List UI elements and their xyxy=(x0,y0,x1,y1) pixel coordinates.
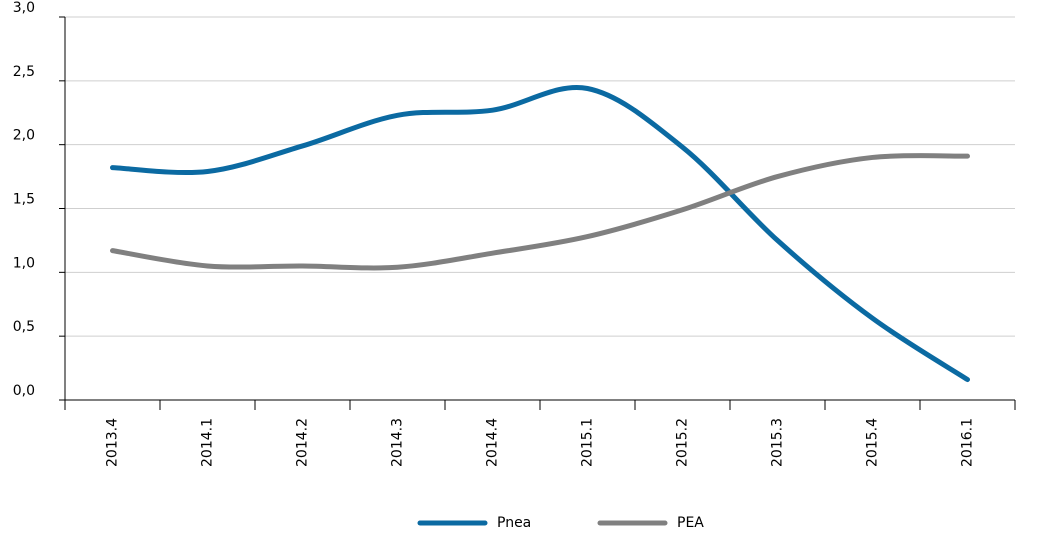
y-tick-label: 0,5 xyxy=(13,319,35,335)
x-tick-label: 2014.3 xyxy=(390,418,406,467)
x-tick-label: 2015.3 xyxy=(770,418,786,467)
x-tick-label: 2015.2 xyxy=(675,418,691,467)
x-tick-label: 2015.4 xyxy=(865,418,881,467)
x-tick-label: 2014.2 xyxy=(295,418,311,467)
y-tick-label: 3,0 xyxy=(13,0,35,16)
x-tick-label: 2014.1 xyxy=(200,418,216,467)
legend-label: PEA xyxy=(677,515,704,531)
y-tick-label: 2,5 xyxy=(13,64,35,80)
x-tick-label: 2015.1 xyxy=(580,418,596,467)
legend-label: Pnea xyxy=(497,515,531,531)
y-tick-label: 1,0 xyxy=(13,255,35,271)
y-tick-label: 0,0 xyxy=(13,383,35,399)
y-tick-label: 2,0 xyxy=(13,128,35,144)
line-series xyxy=(110,85,970,383)
x-tick-label: 2013.4 xyxy=(105,418,121,467)
x-tick-label: 2016.1 xyxy=(960,418,976,467)
line-series xyxy=(110,153,970,271)
x-tick-label: 2014.4 xyxy=(485,418,501,467)
y-tick-label: 1,5 xyxy=(13,192,35,208)
